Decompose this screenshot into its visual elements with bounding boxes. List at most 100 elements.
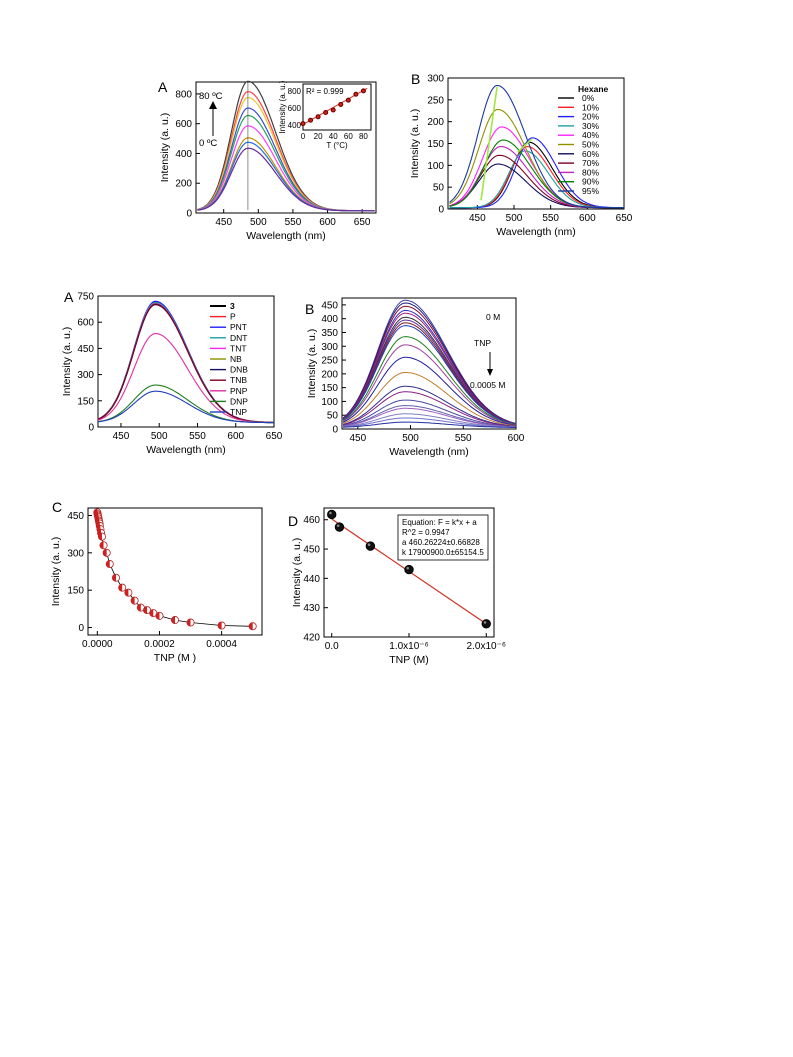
x-tick-label: 650 (354, 217, 371, 228)
data-point-fill (171, 616, 175, 624)
peak-shift-line (517, 138, 533, 153)
inset-x-tick: 20 (314, 132, 323, 141)
inset-point (345, 97, 351, 103)
legend-entry: NB (230, 354, 242, 364)
equation-line: R^2 = 0.9947 (402, 528, 450, 537)
equation-box (397, 514, 489, 561)
equation-line: Equation: F = k*x + a (402, 518, 477, 527)
spectrum-line (342, 385, 517, 427)
inset-x-label: T (°C) (326, 141, 348, 150)
spectrum-line (343, 413, 517, 428)
spectrum-line (343, 421, 516, 428)
annotation-top: 80 ºC (199, 91, 223, 102)
legend-entry: 80% (582, 167, 599, 177)
legend-entry: DNT (230, 333, 247, 343)
arrow-head (209, 101, 217, 109)
plot-frame (341, 297, 517, 430)
y-tick-label: 300 (77, 370, 94, 381)
data-point-fill (112, 574, 116, 582)
data-point (334, 522, 345, 532)
y-tick-label: 300 (67, 548, 84, 559)
legend-entry: P (230, 312, 236, 322)
y-axis-label: Intensity (a. u.) (291, 538, 303, 607)
legend-entry: TNT (230, 343, 247, 353)
x-axis-label: Wavelength (nm) (146, 444, 226, 456)
spectrum-line (342, 391, 517, 427)
panel-label: A (158, 79, 168, 95)
annotation-bottom: 0.0005 M (470, 380, 505, 390)
plot-frame (195, 81, 377, 214)
y-tick-label: 750 (77, 292, 94, 303)
inset-point (338, 101, 344, 107)
x-tick-label: 450 (469, 213, 486, 224)
data-point-fill (155, 612, 160, 620)
y-tick-label: 450 (77, 344, 94, 355)
x-tick-label: 600 (508, 433, 525, 444)
spectrum-line (449, 137, 625, 209)
data-point-highlight (483, 621, 487, 624)
x-tick-label: 550 (542, 213, 559, 224)
x-tick-label: 550 (189, 431, 206, 442)
y-tick-label: 0 (438, 205, 444, 216)
legend-entry: TNB (230, 375, 247, 385)
x-axis-label: TNP (M ) (154, 652, 196, 664)
data-point-highlight (329, 511, 332, 515)
legend-entry: 3 (230, 301, 235, 311)
chart-fig1B: 450 500 550 600 650 0 50 100 150 200 250 300 Wavelen… (409, 71, 633, 238)
y-tick-label: 150 (321, 383, 338, 394)
x-axis-label: Wavelength (nm) (389, 446, 469, 458)
inset-y-tick: 400 (288, 121, 302, 130)
legend-entry: 90% (582, 177, 599, 187)
spectrum-line (449, 84, 624, 209)
y-tick-label: 350 (321, 328, 338, 339)
legend-entry: PNP (230, 386, 248, 396)
y-tick-label: 440 (303, 574, 320, 585)
annotation-middle: TNP (474, 338, 491, 348)
spectrum-line (342, 372, 517, 427)
x-axis-label: Wavelength (nm) (496, 226, 576, 238)
y-axis-label: Intensity (a. u.) (409, 109, 421, 178)
spectrum-line (342, 356, 517, 426)
y-tick-label: 150 (77, 396, 94, 407)
spectrum-line (97, 333, 274, 424)
y-tick-label: 250 (427, 95, 444, 106)
inset-x-tick: 0 (301, 132, 306, 141)
data-point-highlight (336, 524, 340, 527)
data-point-fill (249, 622, 253, 630)
data-point (404, 564, 414, 575)
x-axis-label: Wavelength (nm) (246, 230, 326, 242)
y-tick-label: 450 (303, 545, 320, 556)
x-tick-label: 500 (151, 431, 168, 442)
y-tick-label: 0 (186, 209, 192, 220)
y-tick-label: 400 (321, 314, 338, 325)
data-point-fill (98, 533, 102, 541)
legend-title: Hexane (578, 84, 609, 94)
y-tick-label: 250 (321, 356, 338, 367)
spectrum-line (343, 417, 516, 428)
legend-entry: 40% (582, 130, 599, 140)
y-tick-label: 460 (303, 515, 320, 526)
data-point-highlight (367, 543, 371, 547)
inset-point (353, 91, 359, 97)
x-tick-label: 600 (319, 217, 336, 228)
x-tick-label: 500 (250, 217, 267, 228)
data-point (365, 541, 376, 551)
legend-entry: TNP (230, 407, 247, 417)
y-tick-label: 100 (427, 161, 444, 172)
inset-y-label: Intensity (a. u.) (278, 80, 287, 133)
data-point-highlight (406, 566, 410, 570)
spectrum-line (343, 407, 517, 428)
data-point-fill (143, 606, 148, 614)
chart-fig2C: 0.0000 0.0002 0.0004 0 150 300 450 TNP (M ) Inte… (50, 499, 263, 664)
y-tick-label: 0 (78, 623, 84, 634)
x-tick-label: 600 (227, 431, 244, 442)
inset-annotation: R² = 0.999 (306, 87, 344, 96)
spectrum-line (97, 304, 274, 424)
inset-point (323, 110, 329, 116)
panel-label: B (305, 301, 314, 317)
equation-line: k 17900900.0±65154.5 (402, 548, 484, 557)
spectrum-line (342, 336, 517, 426)
data-point-fill (137, 604, 141, 612)
